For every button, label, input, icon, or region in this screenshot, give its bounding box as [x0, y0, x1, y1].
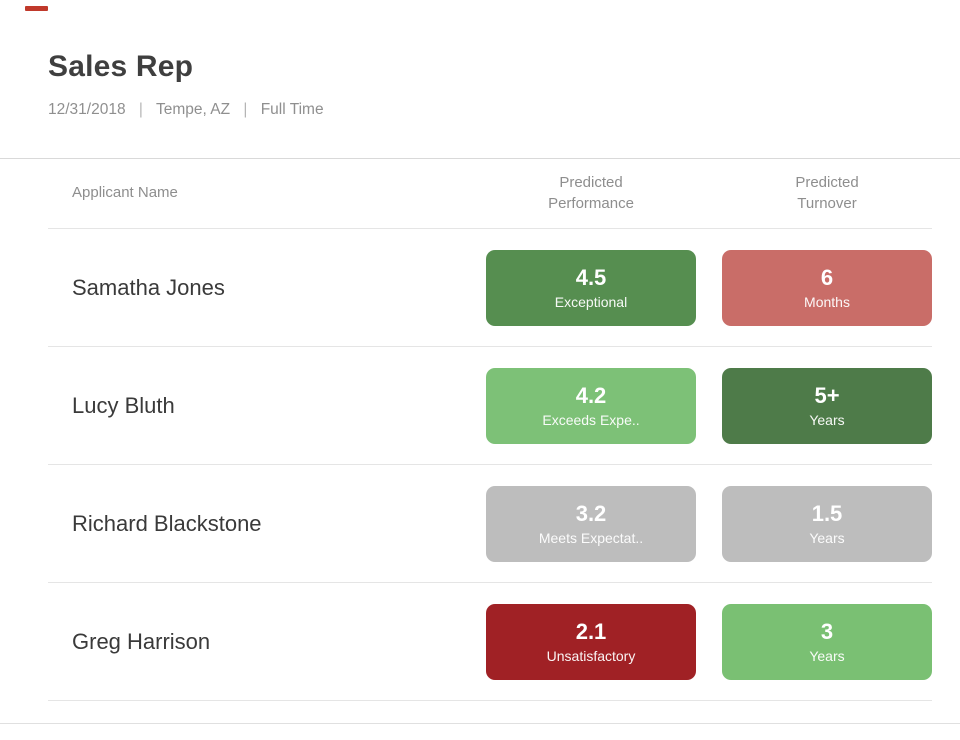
turnover-unit: Years [809, 647, 845, 664]
table-header-row: Applicant Name Predicted Performance Pre… [48, 159, 932, 229]
performance-label: Exceeds Expe.. [542, 411, 640, 428]
turnover-badge: 1.5 Years [722, 485, 932, 562]
applicant-name: Lucy Bluth [72, 392, 175, 418]
job-location: Tempe, AZ [155, 101, 231, 118]
applicant-name: Richard Blackstone [72, 510, 262, 536]
performance-score: 4.2 [575, 383, 607, 409]
bottom-divider [0, 723, 960, 724]
turnover-badge: 6 Months [722, 249, 932, 326]
turnover-value: 1.5 [811, 501, 843, 527]
turnover-unit: Years [809, 529, 845, 546]
table-row: Lucy Bluth 4.2 Exceeds Expe.. 5+ Years [48, 347, 932, 465]
applicant-name: Samatha Jones [72, 274, 225, 300]
performance-label: Exceptional [554, 293, 628, 310]
column-header-predicted-turnover: Predicted Turnover [795, 174, 859, 212]
column-header-predicted-performance: Predicted Performance [548, 174, 634, 212]
turnover-badge: 5+ Years [722, 367, 932, 444]
applicant-name: Greg Harrison [72, 628, 211, 654]
turnover-badge: 3 Years [722, 603, 932, 680]
turnover-value: 6 [820, 265, 834, 291]
turnover-value: 5+ [814, 383, 840, 409]
performance-score: 4.5 [575, 265, 607, 291]
top-accent-mark [25, 6, 48, 11]
page-header: Sales Rep 12/31/2018 | Tempe, AZ | Full … [0, 0, 960, 120]
performance-badge: 2.1 Unsatisfactory [486, 603, 696, 680]
turnover-unit: Months [804, 293, 850, 310]
performance-badge: 4.2 Exceeds Expe.. [486, 367, 696, 444]
page-title: Sales Rep [48, 50, 194, 83]
job-meta: 12/31/2018 | Tempe, AZ | Full Time [48, 100, 912, 120]
job-employment-type: Full Time [260, 101, 324, 118]
turnover-unit: Years [809, 411, 845, 428]
performance-label: Meets Expectat.. [538, 529, 644, 546]
applicants-table: Applicant Name Predicted Performance Pre… [48, 159, 932, 701]
meta-separator: | [243, 101, 248, 118]
performance-score: 3.2 [575, 501, 607, 527]
performance-label: Unsatisfactory [546, 647, 636, 664]
performance-badge: 3.2 Meets Expectat.. [486, 485, 696, 562]
turnover-value: 3 [820, 619, 834, 645]
meta-separator: | [138, 101, 143, 118]
table-row: Richard Blackstone 3.2 Meets Expectat.. … [48, 465, 932, 583]
job-date: 12/31/2018 [48, 101, 126, 118]
performance-badge: 4.5 Exceptional [486, 249, 696, 326]
column-header-applicant-name: Applicant Name [72, 184, 178, 202]
table-row: Samatha Jones 4.5 Exceptional 6 Months [48, 229, 932, 347]
header-divider [0, 158, 960, 159]
table-row: Greg Harrison 2.1 Unsatisfactory 3 Years [48, 583, 932, 701]
performance-score: 2.1 [575, 619, 607, 645]
